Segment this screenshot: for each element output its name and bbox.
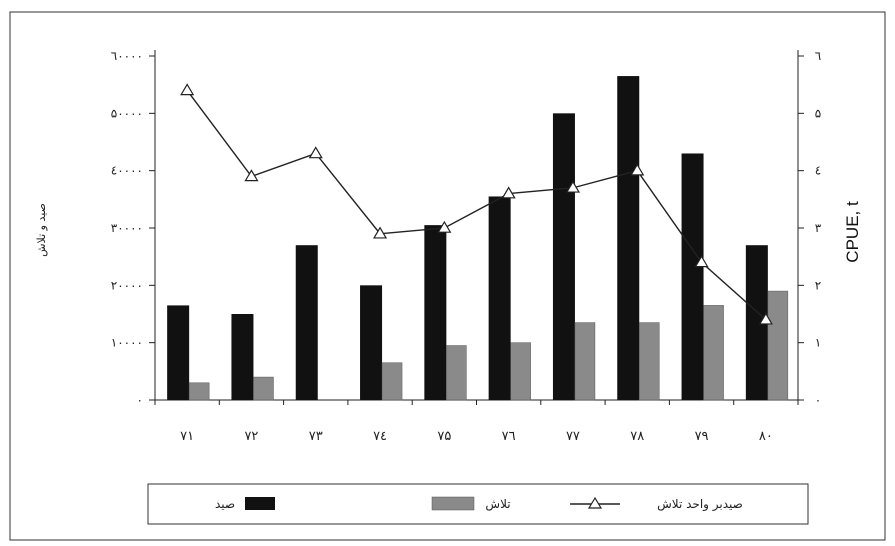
bar-effort xyxy=(703,305,724,401)
bar-catch xyxy=(745,245,768,400)
point-cpue xyxy=(694,255,709,268)
legend-label-effort: تلاش xyxy=(485,497,510,512)
y-axis-right-title: CPUE, t xyxy=(843,201,862,263)
point-cpue xyxy=(501,186,516,199)
y-left-tick-label: ۳۰۰۰۰ xyxy=(111,221,143,235)
y-right-tick-label: ٦ xyxy=(815,49,821,63)
legend-label-cpue: صیدبر واحد تلاش xyxy=(657,497,743,512)
bar-effort xyxy=(767,290,789,401)
y-left-tick-label: ۲۰۰۰۰ xyxy=(111,278,143,292)
plot-area: ۰ ۱۰۰۰۰ ۲۰۰۰۰ ۳۰۰۰۰ ٤۰۰۰۰ ۵۰۰۰۰ ٦۰۰۰۰ ۰ ۱ ۲ ۳ ٤ ۵ ٦ ۷۱… xyxy=(111,49,822,444)
x-tick-label: ۷۳ xyxy=(309,429,323,444)
y-right-tick-label: ۱ xyxy=(815,336,821,350)
x-tick-label: ۷۵ xyxy=(437,429,451,444)
legend: صید تلاش صیدبر واحد تلاش xyxy=(215,496,743,512)
y-right-tick-label: ۳ xyxy=(815,221,822,235)
legend-swatch-effort xyxy=(431,496,475,511)
x-tick-label: ۷۹ xyxy=(695,429,709,444)
chart-border xyxy=(9,11,886,541)
legend-marker-cpue xyxy=(587,496,603,509)
bar-catch xyxy=(424,225,447,400)
bar-catch xyxy=(681,153,704,400)
bar-effort xyxy=(381,362,403,401)
bar-catch xyxy=(295,245,318,400)
x-tick-label: ۷۲ xyxy=(244,429,258,444)
bar-catch xyxy=(617,76,640,401)
point-cpue xyxy=(758,312,773,325)
point-cpue xyxy=(180,83,195,96)
y-left-tick-label: ۱۰۰۰۰ xyxy=(111,336,143,350)
y-left-tick-label: ۵۰۰۰۰ xyxy=(111,106,143,120)
point-cpue xyxy=(437,220,452,233)
x-tick-label: ۷٤ xyxy=(373,429,387,444)
bar-effort xyxy=(574,322,596,401)
x-tick-label: ۷۱ xyxy=(180,429,194,444)
y-left-tick-label: ۰ xyxy=(137,393,143,407)
x-tick-label: ۷٦ xyxy=(502,429,516,444)
bar-catch xyxy=(552,113,575,400)
y-right-tick-label: ٤ xyxy=(815,164,821,178)
x-tick-label: ۸۰ xyxy=(759,429,773,444)
x-tick-label: ۷۷ xyxy=(566,429,580,444)
point-cpue xyxy=(630,163,645,176)
bar-catch xyxy=(167,305,190,400)
y-right-tick-label: ۰ xyxy=(815,393,821,407)
point-cpue xyxy=(308,146,323,159)
y-right-tick-label: ۲ xyxy=(815,278,821,292)
bar-catch xyxy=(488,196,511,400)
point-cpue xyxy=(565,180,580,193)
bar-effort xyxy=(510,342,531,401)
bar-effort xyxy=(446,345,467,401)
y-axis-left-title: صید و تلاش xyxy=(35,203,48,257)
y-left-tick-label: ٤۰۰۰۰ xyxy=(111,164,143,178)
bar-catch xyxy=(360,285,383,400)
legend-swatch-catch xyxy=(245,497,275,510)
point-cpue xyxy=(244,169,259,182)
bar-effort xyxy=(188,382,210,401)
y-left-tick-label: ٦۰۰۰۰ xyxy=(111,49,143,63)
legend-label-catch: صید xyxy=(215,497,235,511)
bar-effort xyxy=(639,322,660,401)
y-right-tick-label: ۵ xyxy=(815,106,821,120)
line-cpue xyxy=(186,89,767,321)
point-cpue xyxy=(373,226,388,239)
x-tick-label: ۷۸ xyxy=(630,429,644,444)
bar-effort xyxy=(253,376,274,401)
bar-catch xyxy=(231,314,254,400)
